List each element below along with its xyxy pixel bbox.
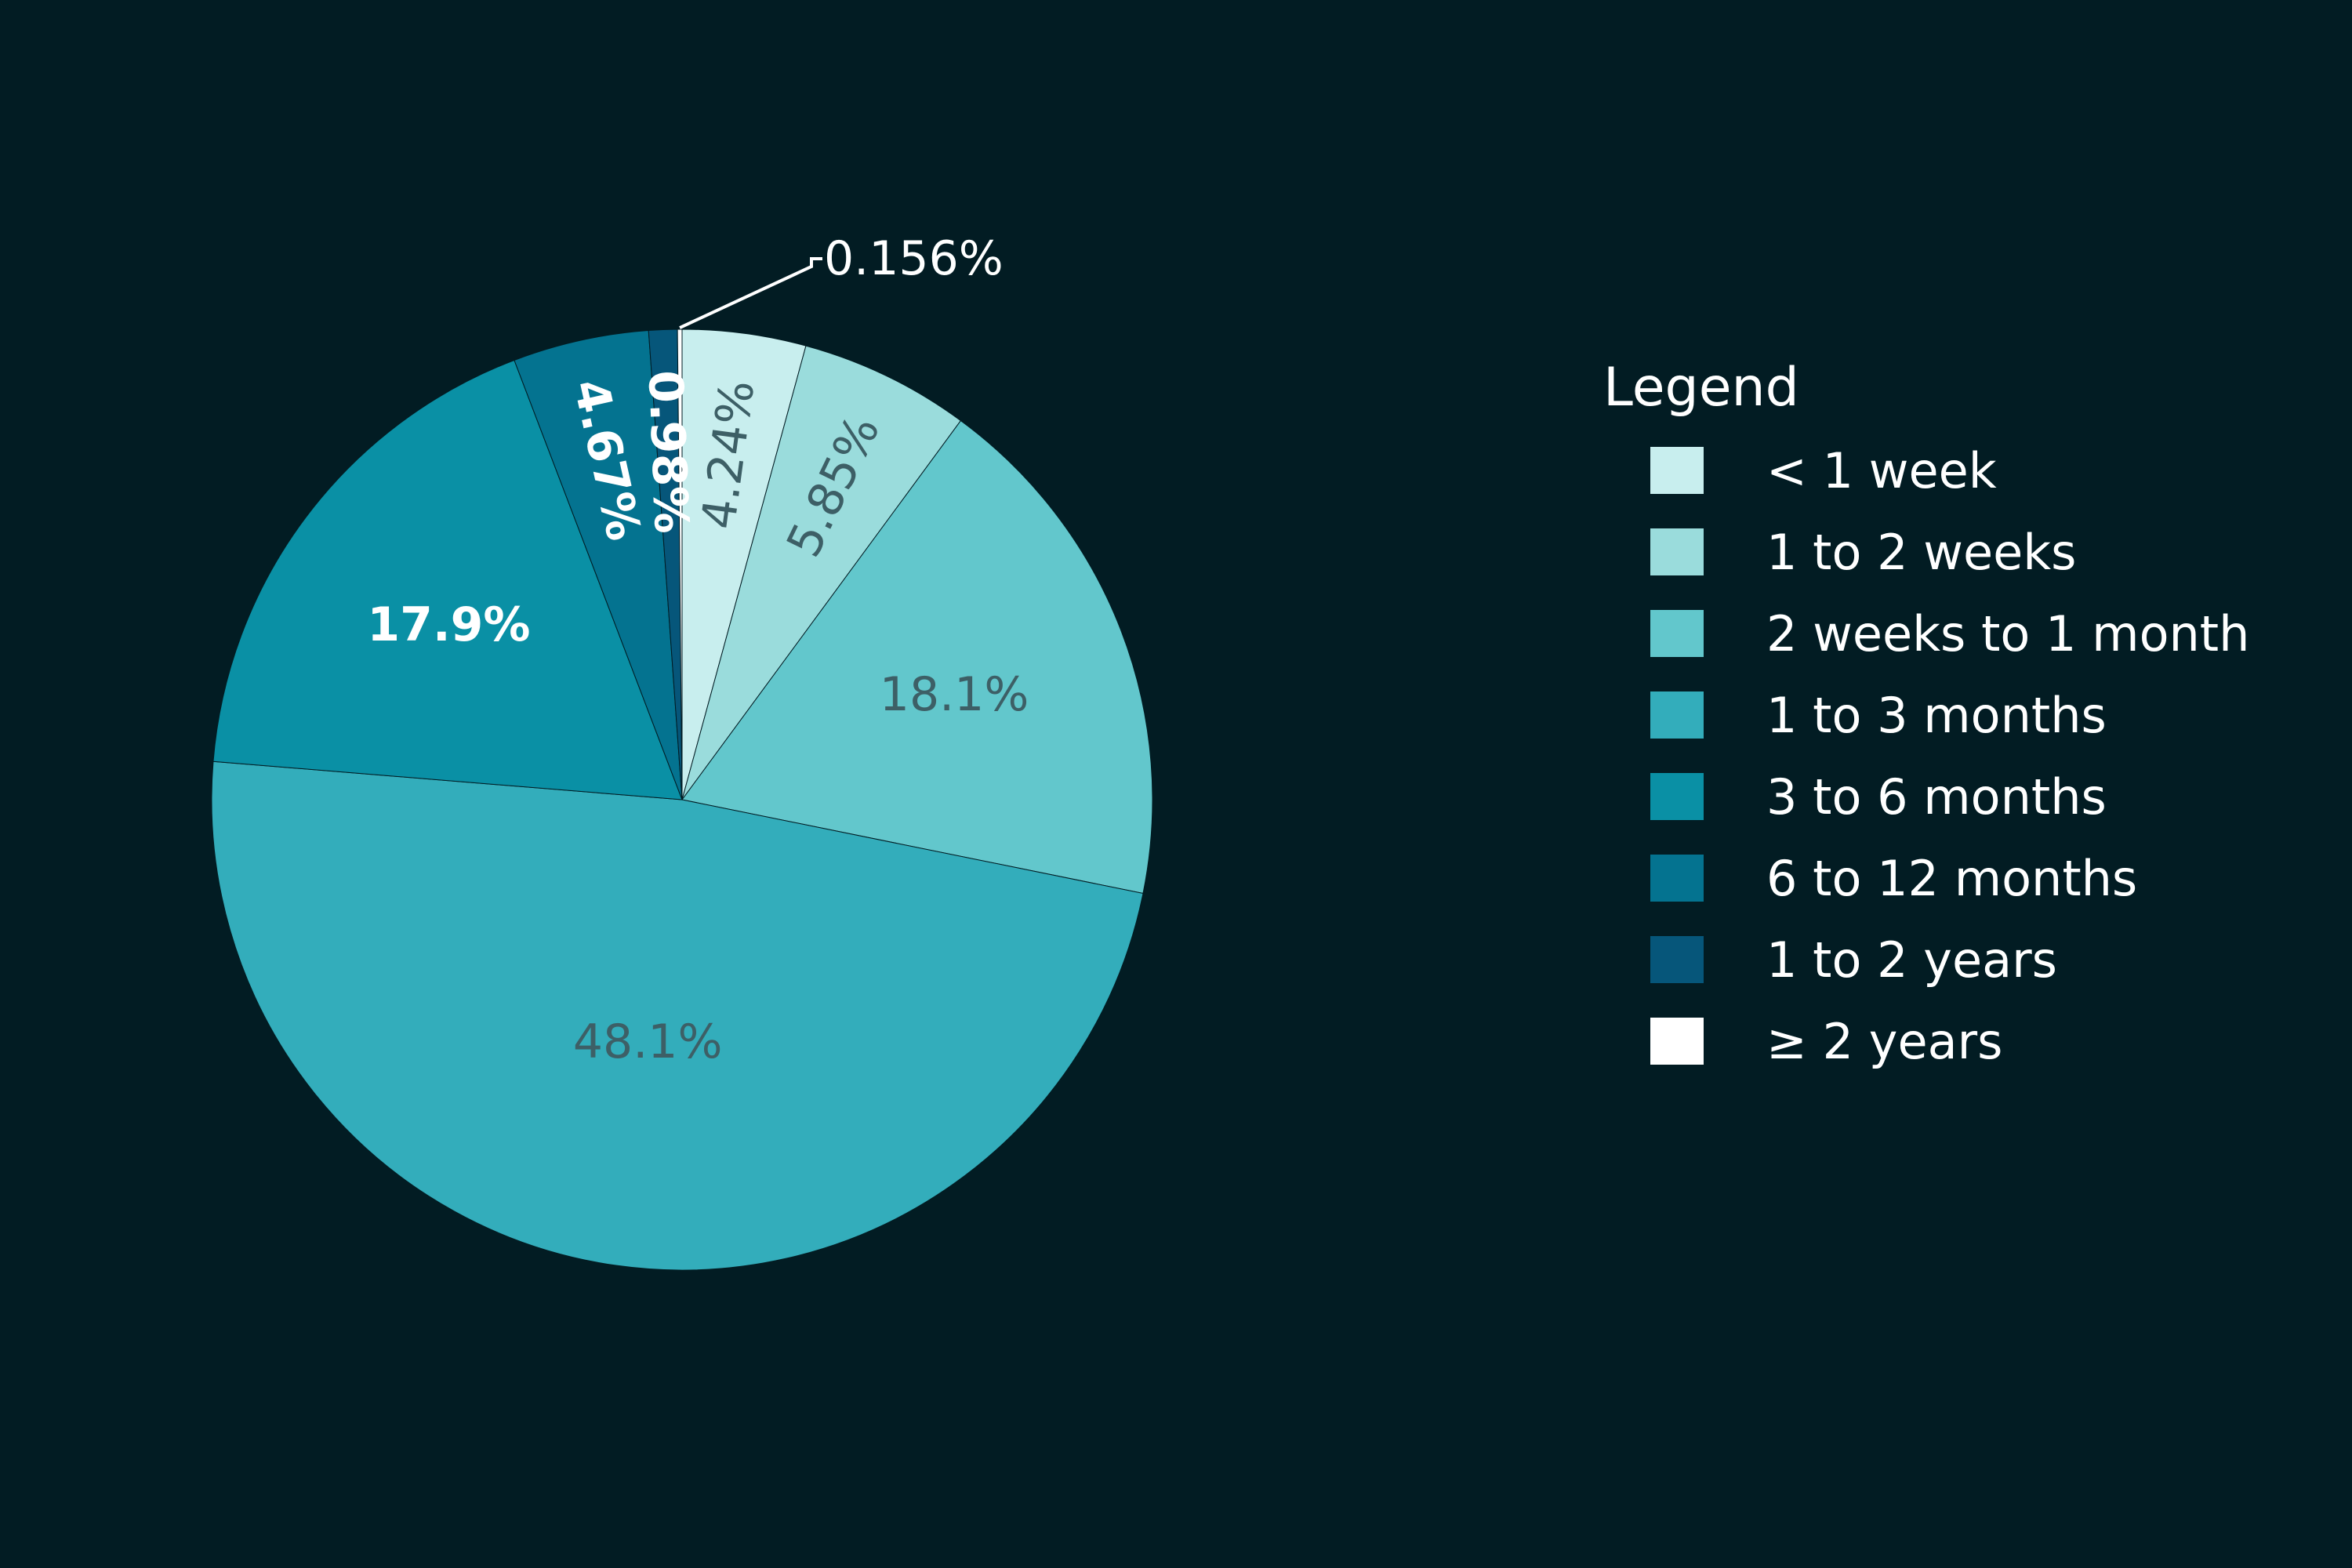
legend-label: < 1 week [1766,441,1997,499]
slice-label-2-weeks-to-1-month: 18.1% [880,667,1029,722]
slice-label-ge-2-years: 0.156% [824,231,1004,286]
pie-slice-ge-2-years [677,328,683,800]
pie-slice-3-to-6-months [212,359,683,800]
legend-swatch [1650,936,1704,983]
legend-label: ≥ 2 years [1766,1012,2003,1070]
legend-label: 6 to 12 months [1766,849,2138,907]
legend-item-6-to-12-months: 6 to 12 months [1650,837,2249,919]
legend-label: 3 to 6 months [1766,768,2107,826]
legend-item-1-to-2-years: 1 to 2 years [1650,919,2249,1000]
legend-label: 1 to 2 weeks [1766,523,2077,581]
legend-swatch [1650,855,1704,902]
slice-label-1-to-2-years: 0.98% [637,369,699,535]
legend: Legend < 1 week 1 to 2 weeks 2 weeks to 1 … [1603,353,2249,1082]
legend-swatch [1650,528,1704,575]
legend-item-ge-2-years: ≥ 2 years [1650,1000,2249,1082]
slice-label-3-to-6-months: 17.9% [367,597,530,652]
legend-swatch [1650,447,1704,494]
legend-swatch [1650,610,1704,657]
legend-item-lt-1-week: < 1 week [1650,430,2249,511]
legend-item-2-weeks-to-1-month: 2 weeks to 1 month [1650,593,2249,674]
legend-swatch [1650,1018,1704,1065]
pie-slice-6-to-12-months [514,329,683,800]
slice-label-1-to-3-months: 48.1% [573,1014,723,1069]
legend-label: 1 to 2 years [1766,931,2057,989]
legend-label: 1 to 3 months [1766,686,2107,744]
legend-swatch [1650,773,1704,820]
legend-label: 2 weeks to 1 month [1766,604,2250,662]
legend-swatch [1650,691,1704,739]
pie-slice-1-to-3-months [211,760,1144,1271]
legend-title: Legend [1603,357,1799,419]
legend-item-1-to-3-months: 1 to 3 months [1650,674,2249,756]
leader-line-ge-2-years [679,257,822,329]
legend-item-3-to-6-months: 3 to 6 months [1650,756,2249,837]
pie-slice-1-to-2-weeks [681,345,962,800]
pie-slice-2-weeks-to-1-month [681,419,1153,895]
legend-item-1-to-2-weeks: 1 to 2 weeks [1650,511,2249,593]
